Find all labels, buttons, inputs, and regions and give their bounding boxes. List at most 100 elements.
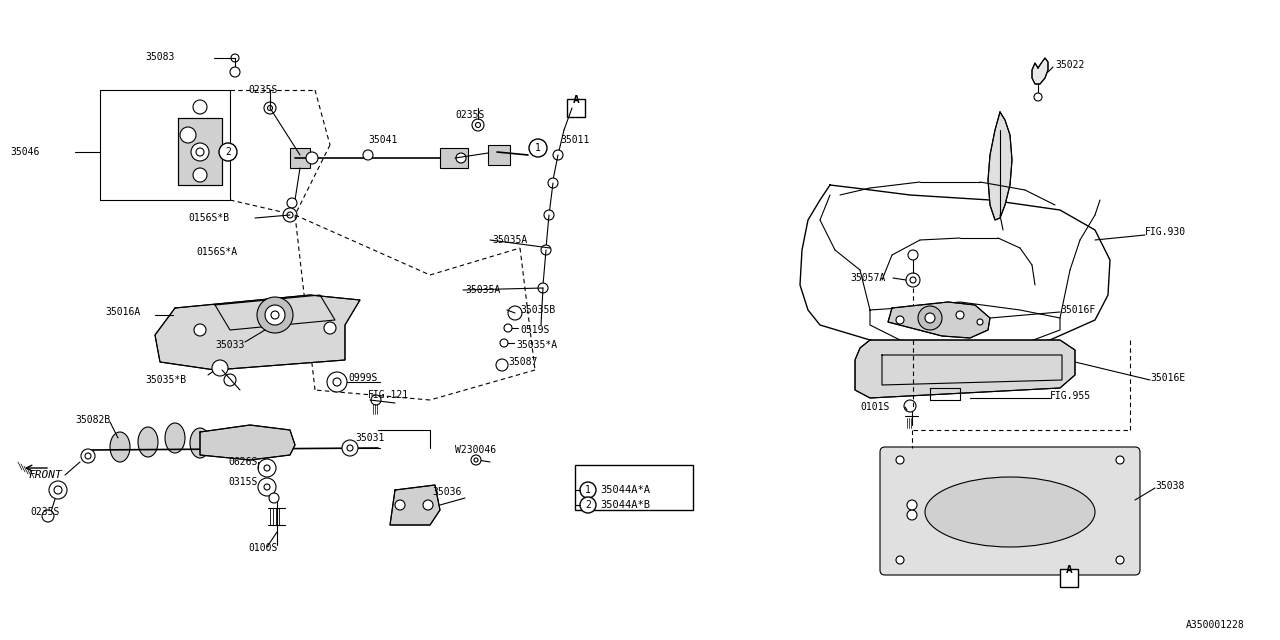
Circle shape bbox=[224, 374, 236, 386]
Circle shape bbox=[287, 198, 297, 208]
Circle shape bbox=[538, 283, 548, 293]
Circle shape bbox=[925, 313, 934, 323]
Circle shape bbox=[553, 150, 563, 160]
Circle shape bbox=[326, 372, 347, 392]
Text: FIG.121: FIG.121 bbox=[369, 390, 410, 400]
Ellipse shape bbox=[925, 477, 1094, 547]
Circle shape bbox=[196, 148, 204, 156]
Circle shape bbox=[472, 119, 484, 131]
Circle shape bbox=[257, 297, 293, 333]
Circle shape bbox=[977, 319, 983, 325]
Text: 35083: 35083 bbox=[145, 52, 174, 62]
Circle shape bbox=[193, 168, 207, 182]
Circle shape bbox=[396, 500, 404, 510]
Circle shape bbox=[896, 556, 904, 564]
Ellipse shape bbox=[165, 423, 186, 453]
Text: 0235S: 0235S bbox=[248, 85, 278, 95]
Circle shape bbox=[580, 497, 596, 513]
Circle shape bbox=[500, 339, 508, 347]
Circle shape bbox=[580, 482, 596, 498]
Bar bbox=[575, 465, 692, 510]
Text: 0156S*B: 0156S*B bbox=[188, 213, 229, 223]
Circle shape bbox=[49, 481, 67, 499]
Circle shape bbox=[471, 455, 481, 465]
Text: 0626S: 0626S bbox=[228, 457, 257, 467]
Text: 0100S: 0100S bbox=[248, 543, 278, 553]
Circle shape bbox=[259, 459, 276, 477]
Ellipse shape bbox=[110, 432, 131, 462]
Circle shape bbox=[918, 306, 942, 330]
Text: 35044A*A: 35044A*A bbox=[600, 485, 650, 495]
Text: FIG.930: FIG.930 bbox=[1146, 227, 1187, 237]
FancyBboxPatch shape bbox=[1060, 569, 1078, 587]
Circle shape bbox=[191, 143, 209, 161]
Circle shape bbox=[230, 67, 241, 77]
Text: A350001228: A350001228 bbox=[1187, 620, 1245, 630]
Text: 35038: 35038 bbox=[1155, 481, 1184, 491]
Text: 0235S: 0235S bbox=[29, 507, 59, 517]
Text: FRONT: FRONT bbox=[28, 470, 61, 480]
Circle shape bbox=[364, 150, 372, 160]
Circle shape bbox=[42, 510, 54, 522]
Circle shape bbox=[504, 324, 512, 332]
Ellipse shape bbox=[138, 427, 157, 457]
Circle shape bbox=[456, 153, 466, 163]
Circle shape bbox=[541, 245, 550, 255]
Circle shape bbox=[342, 440, 358, 456]
Circle shape bbox=[324, 322, 337, 334]
Circle shape bbox=[259, 478, 276, 496]
Circle shape bbox=[908, 500, 916, 510]
Circle shape bbox=[896, 456, 904, 464]
Polygon shape bbox=[988, 112, 1012, 220]
Circle shape bbox=[212, 360, 228, 376]
Circle shape bbox=[548, 178, 558, 188]
Text: 35057A: 35057A bbox=[850, 273, 886, 283]
Text: A: A bbox=[1066, 565, 1073, 575]
Text: 1: 1 bbox=[535, 143, 541, 153]
Text: 0519S: 0519S bbox=[520, 325, 549, 335]
Circle shape bbox=[956, 311, 964, 319]
Text: 35036: 35036 bbox=[433, 487, 461, 497]
Text: FIG.955: FIG.955 bbox=[1050, 391, 1091, 401]
Text: 0235S: 0235S bbox=[454, 110, 484, 120]
Text: 35016E: 35016E bbox=[1149, 373, 1185, 383]
Text: 0101S: 0101S bbox=[860, 402, 890, 412]
Text: 0315S: 0315S bbox=[228, 477, 257, 487]
Polygon shape bbox=[1032, 58, 1048, 84]
Text: 35035*A: 35035*A bbox=[516, 340, 557, 350]
Circle shape bbox=[283, 208, 297, 222]
Text: A: A bbox=[572, 95, 580, 105]
Circle shape bbox=[81, 449, 95, 463]
Text: 35035*B: 35035*B bbox=[145, 375, 186, 385]
Polygon shape bbox=[888, 302, 989, 338]
Text: 35046: 35046 bbox=[10, 147, 40, 157]
FancyBboxPatch shape bbox=[881, 447, 1140, 575]
Circle shape bbox=[1034, 93, 1042, 101]
Circle shape bbox=[896, 316, 904, 324]
Polygon shape bbox=[178, 118, 221, 185]
Circle shape bbox=[265, 305, 285, 325]
Circle shape bbox=[1116, 556, 1124, 564]
Text: 35016A: 35016A bbox=[105, 307, 141, 317]
Circle shape bbox=[422, 500, 433, 510]
Circle shape bbox=[269, 493, 279, 503]
Ellipse shape bbox=[189, 428, 210, 458]
Polygon shape bbox=[855, 340, 1075, 398]
Circle shape bbox=[306, 152, 317, 164]
Text: 35022: 35022 bbox=[1055, 60, 1084, 70]
Circle shape bbox=[195, 324, 206, 336]
Circle shape bbox=[219, 143, 237, 161]
Text: 35011: 35011 bbox=[561, 135, 589, 145]
Text: 2: 2 bbox=[225, 147, 230, 157]
Text: 35031: 35031 bbox=[355, 433, 384, 443]
Text: 2: 2 bbox=[585, 500, 591, 510]
Polygon shape bbox=[200, 425, 294, 460]
Circle shape bbox=[906, 273, 920, 287]
Circle shape bbox=[529, 139, 547, 157]
Text: 35044A*B: 35044A*B bbox=[600, 500, 650, 510]
FancyBboxPatch shape bbox=[567, 99, 585, 117]
Text: 35087: 35087 bbox=[508, 357, 538, 367]
Text: 0156S*A: 0156S*A bbox=[196, 247, 237, 257]
Text: 35035A: 35035A bbox=[465, 285, 500, 295]
Polygon shape bbox=[390, 485, 440, 525]
